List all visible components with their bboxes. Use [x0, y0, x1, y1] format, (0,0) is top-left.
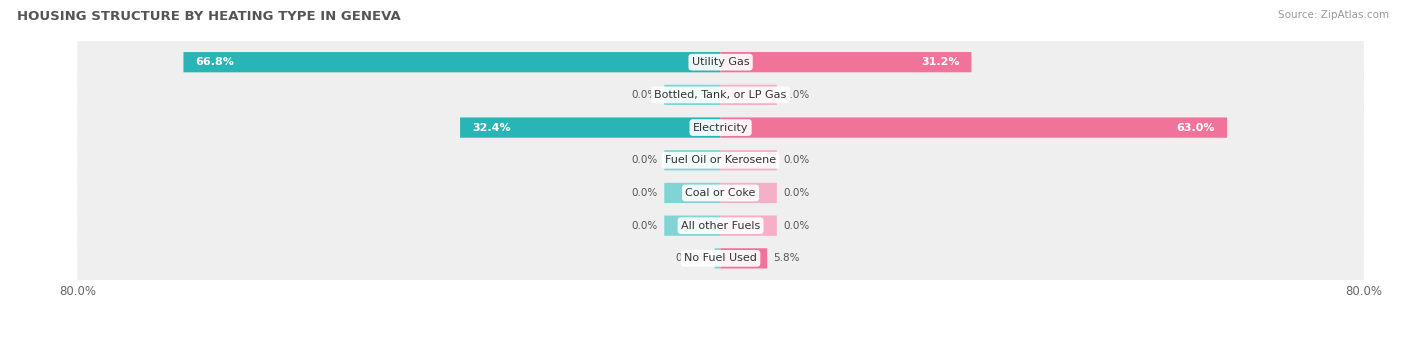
Text: 0.0%: 0.0% [783, 90, 810, 100]
FancyBboxPatch shape [721, 85, 778, 105]
Text: 31.2%: 31.2% [921, 57, 959, 67]
FancyBboxPatch shape [77, 29, 1364, 95]
FancyBboxPatch shape [664, 216, 721, 236]
FancyBboxPatch shape [664, 85, 721, 105]
FancyBboxPatch shape [77, 62, 1364, 128]
FancyBboxPatch shape [664, 150, 721, 170]
Text: 0.75%: 0.75% [675, 253, 709, 263]
Text: 5.8%: 5.8% [773, 253, 800, 263]
Text: 0.0%: 0.0% [783, 221, 810, 231]
Text: 66.8%: 66.8% [195, 57, 235, 67]
Text: Coal or Coke: Coal or Coke [685, 188, 756, 198]
Text: 0.0%: 0.0% [631, 90, 658, 100]
FancyBboxPatch shape [714, 248, 721, 268]
Text: Utility Gas: Utility Gas [692, 57, 749, 67]
Text: 0.0%: 0.0% [783, 188, 810, 198]
Text: Bottled, Tank, or LP Gas: Bottled, Tank, or LP Gas [654, 90, 787, 100]
FancyBboxPatch shape [721, 117, 1227, 138]
Text: Fuel Oil or Kerosene: Fuel Oil or Kerosene [665, 155, 776, 165]
FancyBboxPatch shape [721, 183, 778, 203]
Text: 0.0%: 0.0% [783, 155, 810, 165]
FancyBboxPatch shape [77, 193, 1364, 258]
Text: 0.0%: 0.0% [631, 155, 658, 165]
Text: 0.0%: 0.0% [631, 221, 658, 231]
Text: 63.0%: 63.0% [1177, 122, 1215, 133]
Text: Electricity: Electricity [693, 122, 748, 133]
FancyBboxPatch shape [721, 248, 768, 268]
FancyBboxPatch shape [183, 52, 721, 72]
FancyBboxPatch shape [664, 183, 721, 203]
Text: HOUSING STRUCTURE BY HEATING TYPE IN GENEVA: HOUSING STRUCTURE BY HEATING TYPE IN GEN… [17, 10, 401, 23]
FancyBboxPatch shape [77, 128, 1364, 193]
Text: All other Fuels: All other Fuels [681, 221, 761, 231]
FancyBboxPatch shape [721, 52, 972, 72]
Text: 0.0%: 0.0% [631, 188, 658, 198]
FancyBboxPatch shape [77, 160, 1364, 226]
FancyBboxPatch shape [77, 226, 1364, 291]
FancyBboxPatch shape [460, 117, 721, 138]
Text: No Fuel Used: No Fuel Used [685, 253, 756, 263]
FancyBboxPatch shape [77, 95, 1364, 160]
Text: Source: ZipAtlas.com: Source: ZipAtlas.com [1278, 10, 1389, 20]
FancyBboxPatch shape [721, 216, 778, 236]
FancyBboxPatch shape [721, 150, 778, 170]
Text: 32.4%: 32.4% [472, 122, 510, 133]
